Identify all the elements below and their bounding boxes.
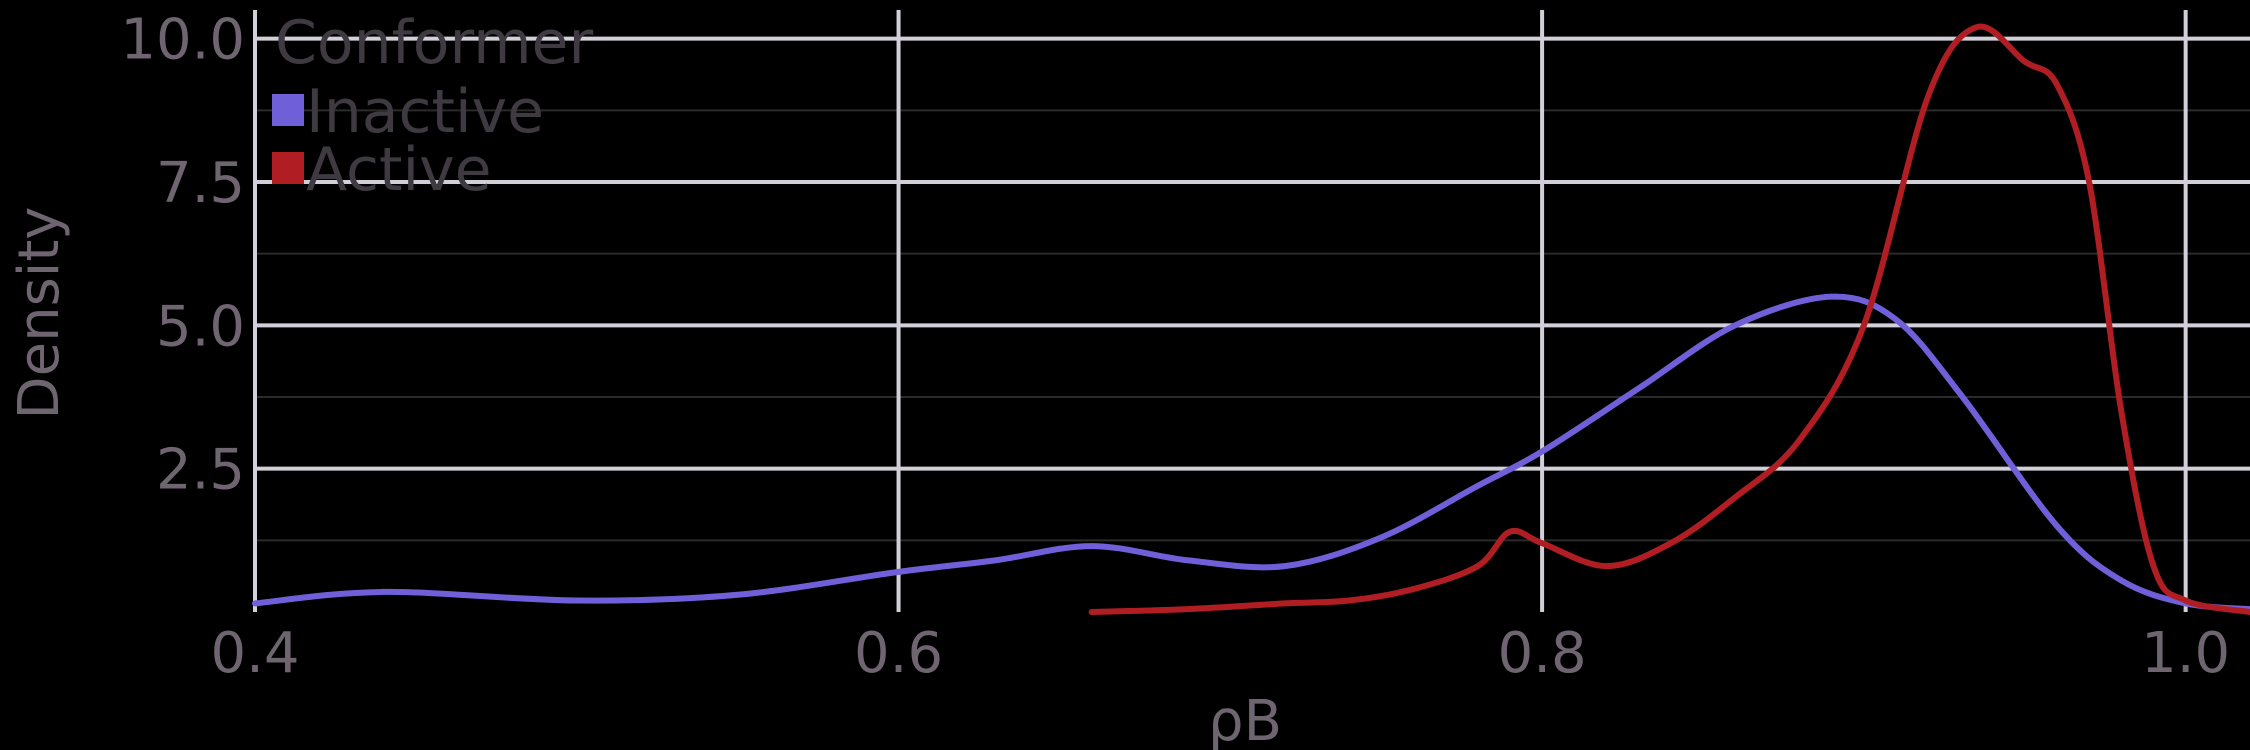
series-line-active [1088, 23, 2250, 615]
x-tick-label: 0.6 [854, 621, 943, 686]
y-axis-title: Density [7, 207, 72, 420]
x-tick-label: 1.0 [2141, 621, 2230, 686]
y-tick-label: 5.0 [156, 294, 245, 359]
series-line-inactive [252, 293, 2250, 613]
tick-labels: 2.5 5.0 7.5 10.0 0.4 0.6 0.8 1.0 [120, 8, 2230, 686]
y-tick-label: 10.0 [120, 8, 245, 73]
x-tick-label: 0.4 [210, 621, 299, 686]
legend-label-active: Active [306, 135, 492, 205]
x-tick-label: 0.8 [1498, 621, 1587, 686]
legend-swatch-inactive [272, 94, 304, 126]
x-axis-title: ρB [1208, 689, 1282, 750]
grid [253, 10, 2250, 612]
legend-title: Conformer [275, 8, 593, 78]
legend-label-inactive: Inactive [306, 77, 544, 147]
density-curves [252, 23, 2250, 615]
y-tick-label: 7.5 [156, 151, 245, 216]
legend-swatch-active [272, 152, 304, 184]
y-tick-label: 2.5 [156, 438, 245, 503]
